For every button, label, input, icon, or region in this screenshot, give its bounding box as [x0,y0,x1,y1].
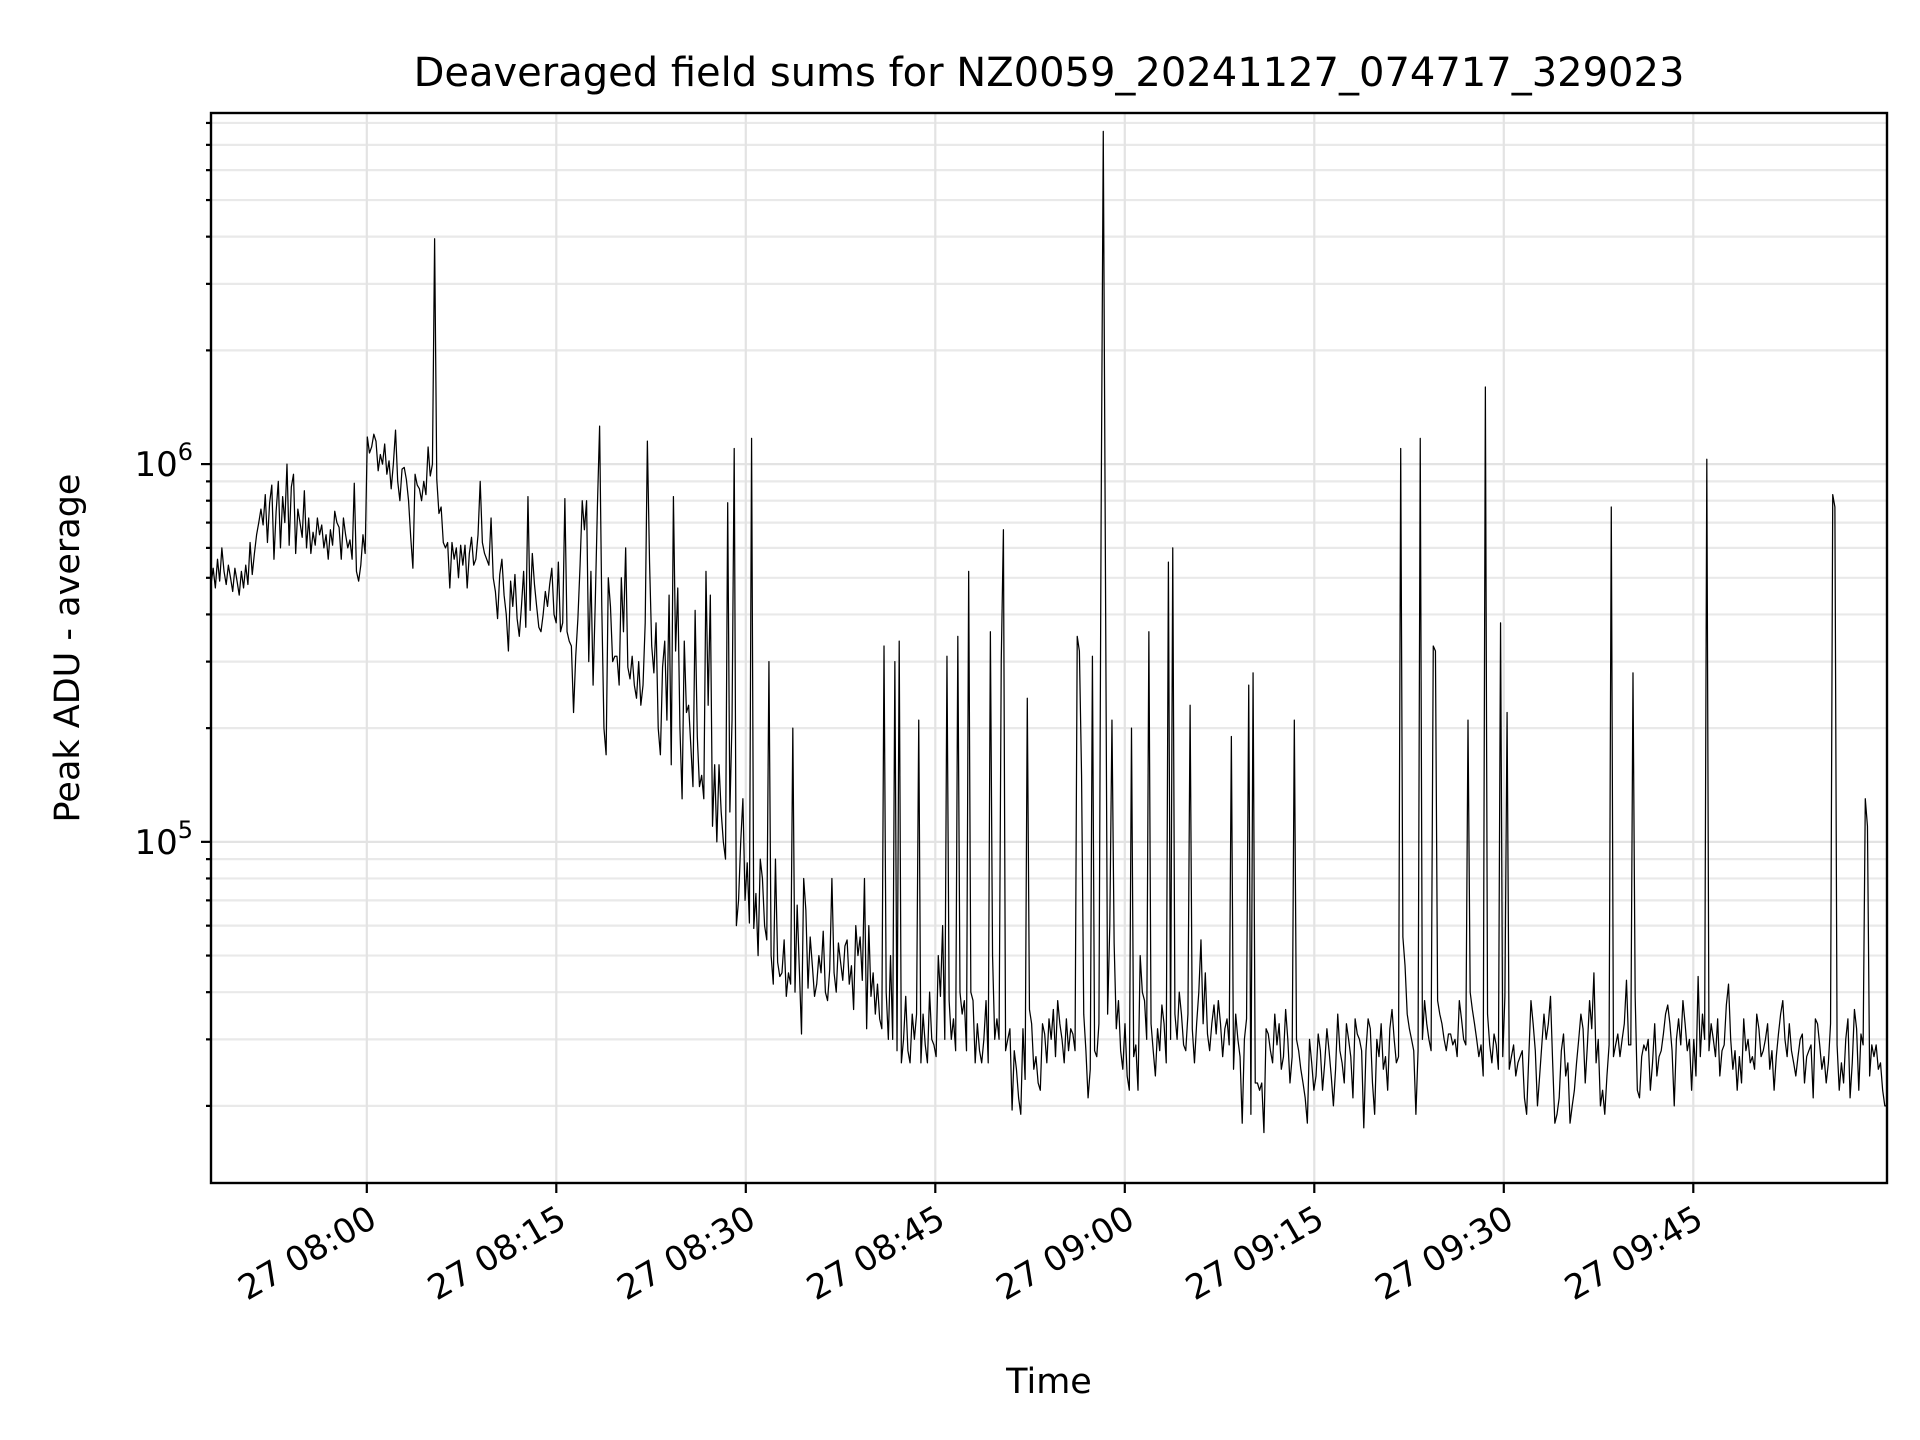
x-tick-label: 27 08:30 [611,1198,763,1309]
x-tick-labels: 27 08:00 27 08:15 27 08:30 27 08:45 27 09:00… [232,1198,1710,1309]
x-tick-label: 27 08:15 [421,1198,573,1309]
x-tick-label: 27 08:00 [232,1198,384,1309]
chart-title: Deaveraged field sums for NZ0059_2024112… [414,50,1685,96]
y-tick-label: 105 [134,816,193,863]
x-tick-label: 27 08:45 [800,1198,952,1309]
y-tick-base: 10 [134,445,177,485]
x-tick-label: 27 09:15 [1179,1198,1331,1309]
x-tick-label: 27 09:30 [1369,1198,1521,1309]
y-tick-base: 10 [134,823,177,863]
y-axis-label: Peak ADU - average [48,474,88,823]
series-line [210,130,1887,1134]
y-tick-label: 106 [134,438,193,485]
y-tick-exponent: 5 [178,816,193,844]
y-tick-exponent: 6 [178,438,193,466]
gridlines [211,113,1887,1183]
x-axis-label: Time [1005,1362,1092,1402]
x-tick-label: 27 09:45 [1558,1198,1710,1309]
plot-frame [209,111,1889,1185]
x-tick-label: 27 09:00 [990,1198,1142,1309]
